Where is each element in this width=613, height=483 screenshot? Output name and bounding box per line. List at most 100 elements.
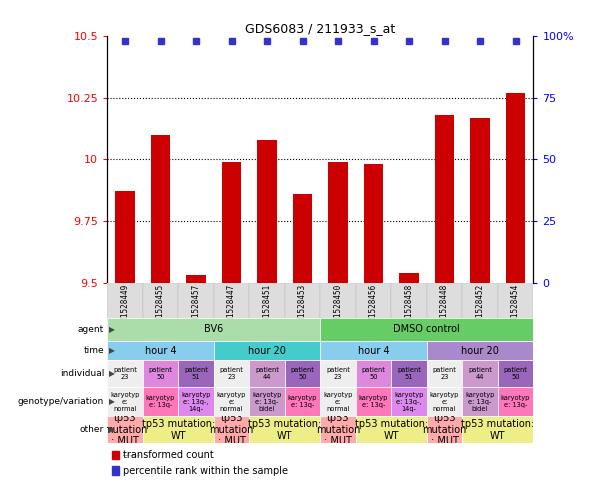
Text: hour 20: hour 20 (461, 346, 499, 355)
Bar (427, 387, 462, 416)
Bar (249, 360, 285, 387)
Text: patient
51: patient 51 (184, 368, 208, 380)
Bar (214, 360, 249, 387)
Bar (321, 387, 356, 416)
Text: karyotyp
e:
normal: karyotyp e: normal (323, 392, 352, 412)
Bar (293, 194, 312, 283)
Bar (462, 416, 533, 443)
Text: tp53
mutation
: MUT: tp53 mutation : MUT (422, 413, 466, 446)
Bar (329, 162, 348, 283)
Bar (178, 283, 214, 321)
Bar (498, 283, 533, 321)
Text: patient
44: patient 44 (468, 368, 492, 380)
Text: tp53 mutation:
WT: tp53 mutation: WT (142, 419, 215, 440)
Text: BV6: BV6 (204, 325, 223, 334)
Bar (112, 466, 119, 475)
Text: patient
23: patient 23 (326, 368, 350, 380)
Text: patient
23: patient 23 (219, 368, 243, 380)
Bar (107, 283, 143, 321)
Bar (462, 283, 498, 321)
Bar (214, 387, 249, 416)
Text: DMSO control: DMSO control (394, 325, 460, 334)
Text: GDS6083 / 211933_s_at: GDS6083 / 211933_s_at (123, 454, 140, 456)
Title: GDS6083 / 211933_s_at: GDS6083 / 211933_s_at (245, 22, 395, 35)
Text: karyotyp
e: 13q-,
14q-: karyotyp e: 13q-, 14q- (394, 392, 424, 412)
Text: ▶: ▶ (109, 426, 115, 434)
Bar (257, 140, 277, 283)
Text: patient
50: patient 50 (291, 368, 314, 380)
Bar (470, 117, 490, 283)
Text: GSM1528453: GSM1528453 (298, 284, 307, 330)
Text: GSM1528456: GSM1528456 (369, 284, 378, 330)
Bar (321, 283, 356, 321)
Text: karyotyp
e:
normal: karyotyp e: normal (430, 392, 459, 412)
Text: ▶: ▶ (109, 398, 115, 406)
Text: agent: agent (78, 325, 104, 334)
Text: patient
23: patient 23 (433, 368, 457, 380)
Text: GSM1528450: GSM1528450 (333, 284, 343, 330)
Text: patient
23: patient 23 (113, 368, 137, 380)
Bar (498, 360, 533, 387)
Bar (214, 341, 321, 360)
Text: GSM1528457: GSM1528457 (191, 284, 200, 330)
Text: genotype/variation: genotype/variation (18, 398, 104, 406)
Text: hour 20: hour 20 (248, 346, 286, 355)
Bar (115, 191, 135, 283)
Bar (178, 387, 214, 416)
Text: patient
50: patient 50 (148, 368, 172, 380)
Text: karyotyp
e:
normal: karyotyp e: normal (110, 392, 140, 412)
Bar (178, 360, 214, 387)
Bar (391, 360, 427, 387)
Text: ▶: ▶ (109, 325, 115, 334)
Text: percentile rank within the sample: percentile rank within the sample (123, 466, 289, 476)
Bar (391, 387, 427, 416)
Text: time: time (83, 346, 104, 355)
Text: patient
51: patient 51 (397, 368, 421, 380)
Text: karyotyp
e: 13q-,
14q-: karyotyp e: 13q-, 14q- (181, 392, 211, 412)
Text: tp53
mutation
: MUT: tp53 mutation : MUT (316, 413, 360, 446)
Text: tp53 mutation:
WT: tp53 mutation: WT (461, 419, 535, 440)
Text: patient
50: patient 50 (362, 368, 386, 380)
Bar (435, 115, 454, 283)
Bar (427, 341, 533, 360)
Text: ▶: ▶ (109, 346, 115, 355)
Bar (391, 283, 427, 321)
Bar (151, 135, 170, 283)
Bar (321, 341, 427, 360)
Bar (356, 360, 391, 387)
Bar (222, 162, 242, 283)
Bar (321, 416, 356, 443)
Text: individual: individual (60, 369, 104, 378)
Bar (321, 318, 533, 341)
Bar (186, 275, 206, 283)
Bar (143, 360, 178, 387)
Bar (427, 360, 462, 387)
Text: hour 4: hour 4 (145, 346, 177, 355)
Text: GSM1528451: GSM1528451 (262, 284, 272, 330)
Bar (249, 416, 321, 443)
Bar (107, 360, 143, 387)
Text: karyotyp
e: 13q-: karyotyp e: 13q- (501, 396, 530, 408)
Text: tp53 mutation:
WT: tp53 mutation: WT (355, 419, 428, 440)
Bar (143, 387, 178, 416)
Bar (364, 164, 383, 283)
Bar (498, 387, 533, 416)
Text: patient
50: patient 50 (504, 368, 528, 380)
Text: GSM1528452: GSM1528452 (476, 284, 484, 330)
Text: GSM1528454: GSM1528454 (511, 284, 520, 330)
Text: karyotyp
e: 13q-: karyotyp e: 13q- (146, 396, 175, 408)
Text: tp53 mutation:
WT: tp53 mutation: WT (248, 419, 321, 440)
Text: karyotyp
e: 13q-: karyotyp e: 13q- (288, 396, 318, 408)
Bar (462, 360, 498, 387)
Text: other: other (80, 426, 104, 434)
Text: karyotyp
e: 13q-: karyotyp e: 13q- (359, 396, 388, 408)
Bar (356, 283, 391, 321)
Bar (214, 416, 249, 443)
Text: GSM1528449: GSM1528449 (121, 284, 129, 330)
Text: transformed count: transformed count (123, 450, 214, 460)
Text: tp53
mutation
: MUT: tp53 mutation : MUT (103, 413, 147, 446)
Text: karyotyp
e: 13q-
bidel: karyotyp e: 13q- bidel (253, 392, 282, 412)
Bar (285, 283, 321, 321)
Text: karyotyp
e: 13q-
bidel: karyotyp e: 13q- bidel (465, 392, 495, 412)
Text: karyotyp
e:
normal: karyotyp e: normal (217, 392, 246, 412)
